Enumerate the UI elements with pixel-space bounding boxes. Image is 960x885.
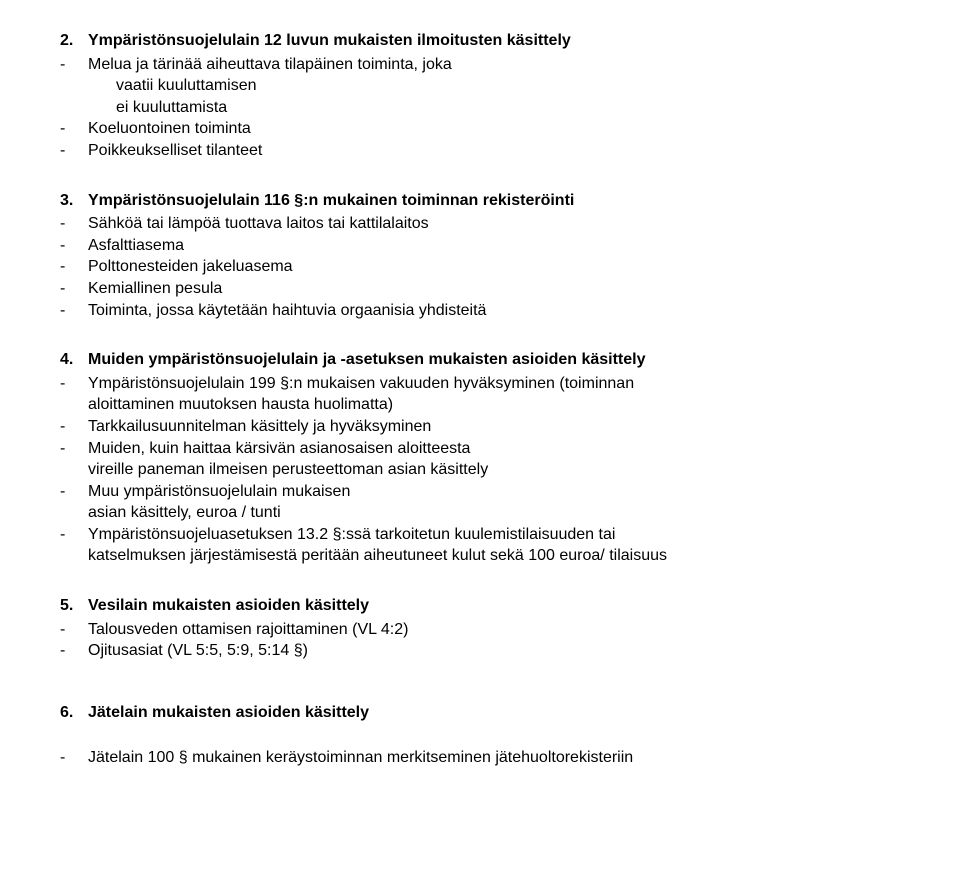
section-heading: 6. Jätelain mukaisten asioiden käsittely xyxy=(60,702,960,724)
section-title: Ympäristönsuojelulain 12 luvun mukaisten… xyxy=(88,30,960,52)
list-item: - Polttonesteiden jakeluasema 750 xyxy=(60,256,960,278)
section-5: 5. Vesilain mukaisten asioiden käsittely… xyxy=(60,595,960,662)
item-text: Muiden, kuin haittaa kärsivän asianosais… xyxy=(88,438,950,460)
item-text: Kemiallinen pesula xyxy=(88,278,950,300)
dash: - xyxy=(60,438,88,460)
item-value: 250 xyxy=(950,619,960,641)
dash: - xyxy=(60,373,88,395)
item-text: Toiminta, jossa käytetään haihtuvia orga… xyxy=(88,300,950,322)
dash: - xyxy=(60,140,88,162)
section-title: Ympäristönsuojelulain 116 §:n mukainen t… xyxy=(88,190,960,212)
item-value: 50 xyxy=(950,502,960,524)
item-value: 100 xyxy=(950,394,960,416)
section-4: 4. Muiden ympäristönsuojelulain ja -aset… xyxy=(60,349,960,567)
item-value: 100 xyxy=(950,747,960,769)
item-text: Sähköä tai lämpöä tuottava laitos tai ka… xyxy=(88,213,950,235)
item-value: 1500 xyxy=(950,300,960,322)
dash: - xyxy=(60,54,88,76)
section-title: Muiden ympäristönsuojelulain ja -asetuks… xyxy=(88,349,960,371)
section-2: 2. Ympäristönsuojelulain 12 luvun mukais… xyxy=(60,30,960,162)
dash: - xyxy=(60,256,88,278)
section-title: Vesilain mukaisten asioiden käsittely xyxy=(88,595,960,617)
item-text: Muu ympäristönsuojelulain mukaisen xyxy=(88,481,950,503)
list-item: - Talousveden ottamisen rajoittaminen (V… xyxy=(60,619,960,641)
item-value: 1250 xyxy=(950,235,960,257)
item-text: vireille paneman ilmeisen perusteettoman… xyxy=(88,459,950,481)
dash: - xyxy=(60,278,88,300)
dash: - xyxy=(60,619,88,641)
list-item: - Muu ympäristönsuojelulain mukaisen xyxy=(60,481,960,503)
item-text: vaatii kuuluttamisen xyxy=(88,75,950,97)
list-item: - Muiden, kuin haittaa kärsivän asianosa… xyxy=(60,438,960,460)
item-value: 1750 xyxy=(950,213,960,235)
dash: - xyxy=(60,118,88,140)
list-item: - Asfalttiasema 1250 xyxy=(60,235,960,257)
item-text: Melua ja tärinää aiheuttava tilapäinen t… xyxy=(88,54,950,76)
item-text: ei kuuluttamista xyxy=(88,97,950,119)
list-item: - Sähköä tai lämpöä tuottava laitos tai … xyxy=(60,213,960,235)
section-number: 4. xyxy=(60,349,88,371)
item-value: 250 xyxy=(950,416,960,438)
item-value: 250 xyxy=(950,118,960,140)
section-number: 6. xyxy=(60,702,88,724)
item-text: Tarkkailusuunnitelman käsittely ja hyväk… xyxy=(88,416,950,438)
section-6: 6. Jätelain mukaisten asioiden käsittely… xyxy=(60,702,960,769)
list-item-cont: asian käsittely, euroa / tunti 50 xyxy=(60,502,960,524)
list-item-cont: vireille paneman ilmeisen perusteettoman… xyxy=(60,459,960,481)
item-text: Jätelain 100 § mukainen keräystoiminnan … xyxy=(88,747,950,769)
section-title: Jätelain mukaisten asioiden käsittely xyxy=(88,702,960,724)
list-item: - Ympäristönsuojeluasetuksen 13.2 §:ssä … xyxy=(60,524,960,567)
item-value: 250 xyxy=(950,75,960,97)
section-heading: 4. Muiden ympäristönsuojelulain ja -aset… xyxy=(60,349,960,371)
item-text: Polttonesteiden jakeluasema xyxy=(88,256,950,278)
dash: - xyxy=(60,481,88,503)
item-text: Ojitusasiat (VL 5:5, 5:9, 5:14 §) xyxy=(88,640,950,662)
dash: - xyxy=(60,213,88,235)
dash: - xyxy=(60,640,88,662)
section-number: 3. xyxy=(60,190,88,212)
item-value: 250 xyxy=(950,640,960,662)
section-3: 3. Ympäristönsuojelulain 116 §:n mukaine… xyxy=(60,190,960,322)
item-text: Poikkeukselliset tilanteet xyxy=(88,140,950,162)
item-value: 250 xyxy=(950,459,960,481)
item-text: Talousveden ottamisen rajoittaminen (VL … xyxy=(88,619,950,641)
item-value: 750 xyxy=(950,278,960,300)
item-text: Asfalttiasema xyxy=(88,235,950,257)
item-value: 250 xyxy=(950,140,960,162)
list-item-cont: aloittaminen muutoksen hausta huolimatta… xyxy=(60,394,960,416)
item-value: 150 xyxy=(950,97,960,119)
list-item: - Toiminta, jossa käytetään haihtuvia or… xyxy=(60,300,960,322)
dash: - xyxy=(60,235,88,257)
list-item: - Ympäristönsuojelulain 199 §:n mukaisen… xyxy=(60,373,960,395)
section-heading: 2. Ympäristönsuojelulain 12 luvun mukais… xyxy=(60,30,960,52)
dash: - xyxy=(60,416,88,438)
list-item: - Jätelain 100 § mukainen keräystoiminna… xyxy=(60,747,960,769)
section-heading: 3. Ympäristönsuojelulain 116 §:n mukaine… xyxy=(60,190,960,212)
dash: - xyxy=(60,300,88,322)
list-item: - Ojitusasiat (VL 5:5, 5:9, 5:14 §) 250 xyxy=(60,640,960,662)
list-subitem: ei kuuluttamista 150 xyxy=(60,97,960,119)
item-text: Ympäristönsuojeluasetuksen 13.2 §:ssä ta… xyxy=(88,524,960,567)
list-item: - Tarkkailusuunnitelman käsittely ja hyv… xyxy=(60,416,960,438)
item-value: 750 xyxy=(950,256,960,278)
section-heading: 5. Vesilain mukaisten asioiden käsittely xyxy=(60,595,960,617)
list-subitem: vaatii kuuluttamisen 250 xyxy=(60,75,960,97)
list-item: - Melua ja tärinää aiheuttava tilapäinen… xyxy=(60,54,960,76)
list-item: - Poikkeukselliset tilanteet 250 xyxy=(60,140,960,162)
item-text: asian käsittely, euroa / tunti xyxy=(88,502,950,524)
list-item: - Koeluontoinen toiminta 250 xyxy=(60,118,960,140)
section-number: 5. xyxy=(60,595,88,617)
list-item: - Kemiallinen pesula 750 xyxy=(60,278,960,300)
item-text: aloittaminen muutoksen hausta huolimatta… xyxy=(88,394,950,416)
item-text: Ympäristönsuojelulain 199 §:n mukaisen v… xyxy=(88,373,950,395)
item-text: Koeluontoinen toiminta xyxy=(88,118,950,140)
section-number: 2. xyxy=(60,30,88,52)
dash: - xyxy=(60,524,88,567)
dash: - xyxy=(60,747,88,769)
